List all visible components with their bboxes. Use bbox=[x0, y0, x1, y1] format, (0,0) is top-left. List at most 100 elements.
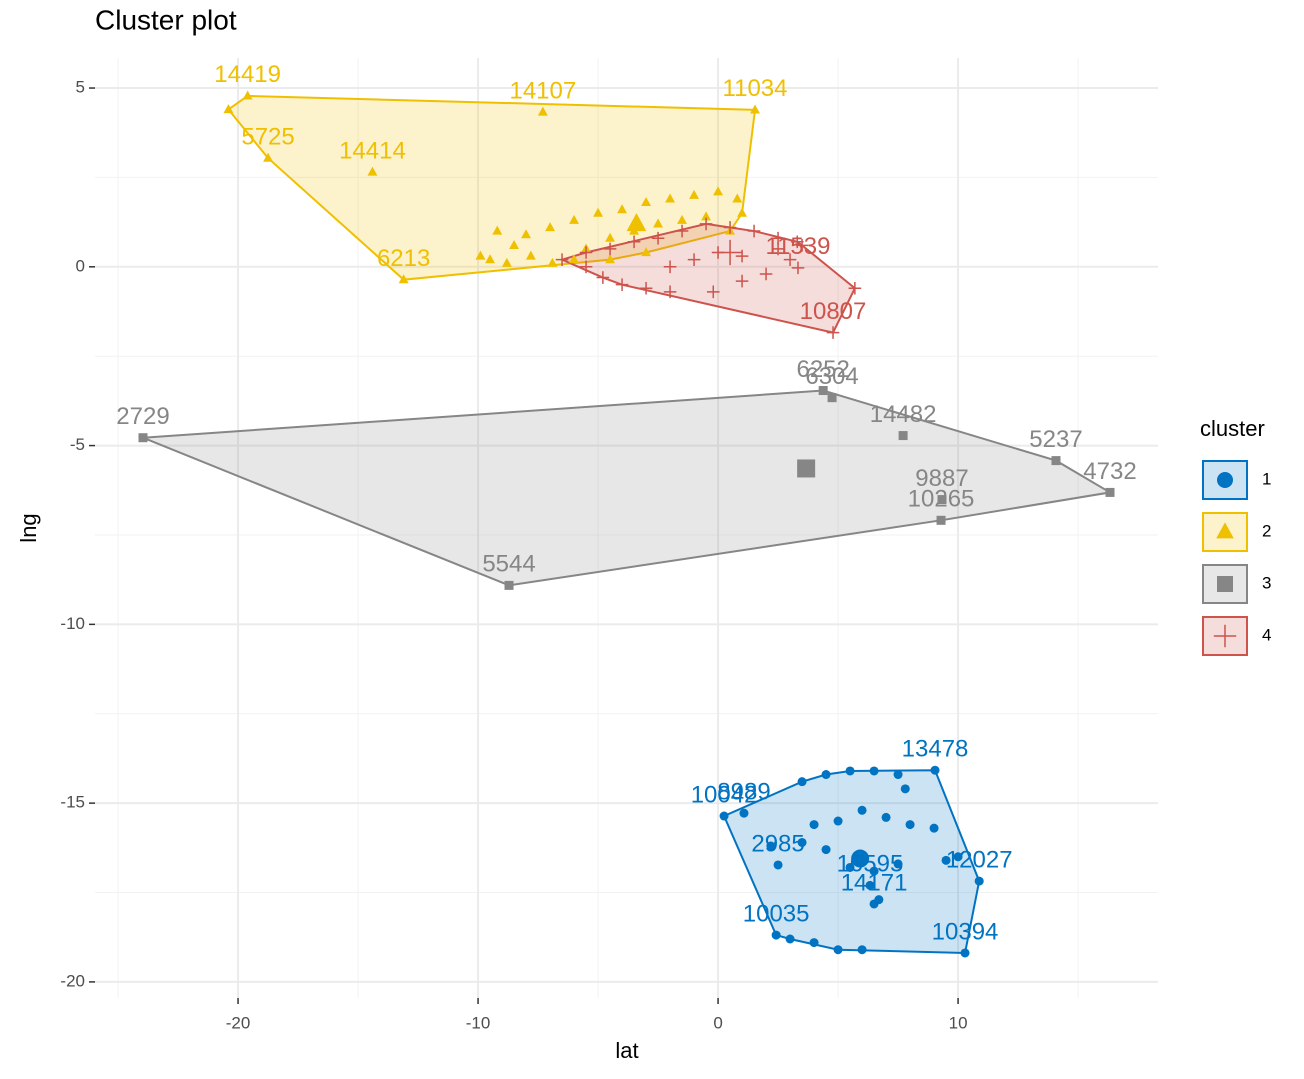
point-label: 14482 bbox=[870, 401, 937, 428]
point bbox=[706, 285, 720, 299]
point-label: 5237 bbox=[1029, 426, 1082, 453]
point bbox=[521, 229, 532, 239]
y-tick-label: 0 bbox=[76, 256, 85, 275]
legend-key bbox=[1202, 512, 1248, 552]
point bbox=[750, 104, 760, 114]
cluster-center bbox=[717, 239, 743, 266]
point bbox=[900, 784, 910, 794]
point-label: 11034 bbox=[723, 75, 788, 102]
y-tick-label: -15 bbox=[60, 793, 85, 812]
point bbox=[845, 862, 855, 872]
point bbox=[641, 197, 652, 207]
point bbox=[869, 866, 879, 876]
y-tick-label: -20 bbox=[60, 971, 85, 990]
point bbox=[509, 239, 520, 249]
point bbox=[485, 254, 496, 264]
point bbox=[937, 495, 947, 505]
point bbox=[898, 431, 908, 441]
point bbox=[936, 515, 946, 525]
point bbox=[797, 777, 807, 787]
point bbox=[893, 770, 903, 780]
point bbox=[826, 326, 840, 339]
y-tick-label: -5 bbox=[70, 435, 85, 454]
legend-key bbox=[1202, 616, 1248, 656]
point bbox=[893, 859, 903, 869]
cluster-hull bbox=[226, 94, 757, 281]
point bbox=[739, 808, 749, 818]
point-label: 5725 bbox=[241, 123, 294, 150]
cluster-center bbox=[851, 849, 870, 868]
point bbox=[1051, 456, 1061, 466]
cluster-points: 14419 14107 11034 5725 14414 6213 bbox=[214, 61, 788, 284]
point bbox=[735, 274, 749, 288]
point bbox=[677, 214, 688, 224]
point bbox=[593, 207, 604, 217]
point bbox=[492, 225, 503, 235]
plot-area: 1347810042898929851202710394141711059510… bbox=[95, 58, 1158, 998]
point bbox=[797, 837, 807, 847]
point bbox=[569, 214, 580, 224]
point bbox=[723, 221, 737, 234]
point-label: 2729 bbox=[116, 403, 169, 430]
cluster-center bbox=[797, 459, 816, 478]
point-label: 2985 bbox=[751, 830, 804, 857]
point bbox=[881, 812, 891, 822]
point-label: 10595 bbox=[837, 851, 904, 878]
y-tick-label: -10 bbox=[60, 614, 85, 633]
x-tick-label: -20 bbox=[226, 1013, 251, 1032]
point bbox=[627, 235, 641, 249]
legend-label: 1 bbox=[1262, 469, 1271, 488]
legend-symbol bbox=[1217, 472, 1233, 488]
point bbox=[687, 253, 701, 266]
point bbox=[501, 257, 512, 267]
x-tick-label: 10 bbox=[949, 1013, 968, 1032]
point-label: 6304 bbox=[805, 363, 858, 390]
point bbox=[699, 217, 713, 231]
point bbox=[475, 250, 486, 260]
point bbox=[367, 166, 378, 176]
y-axis-label: lng bbox=[16, 513, 41, 542]
point bbox=[905, 820, 915, 830]
point bbox=[701, 211, 712, 221]
point bbox=[791, 261, 805, 275]
point bbox=[857, 805, 867, 815]
point bbox=[525, 250, 536, 260]
point bbox=[771, 930, 781, 940]
point bbox=[827, 393, 837, 403]
point-label: 10042 bbox=[691, 781, 758, 808]
point-label: 10035 bbox=[743, 900, 810, 927]
point bbox=[713, 186, 724, 196]
legend-label: 4 bbox=[1262, 625, 1271, 644]
point bbox=[771, 231, 785, 245]
y-tick-label: 5 bbox=[76, 78, 85, 97]
point bbox=[617, 204, 628, 214]
legend-title: cluster bbox=[1200, 416, 1265, 441]
point bbox=[869, 766, 879, 776]
point bbox=[771, 242, 785, 256]
point bbox=[732, 193, 743, 203]
point bbox=[138, 433, 148, 443]
point bbox=[537, 106, 548, 116]
x-axis-label: lat bbox=[615, 1038, 638, 1063]
point bbox=[579, 260, 593, 274]
point-label: 13478 bbox=[902, 736, 969, 763]
point-label: 14107 bbox=[509, 77, 576, 104]
point bbox=[960, 948, 970, 958]
point bbox=[223, 104, 234, 114]
cluster-center bbox=[626, 213, 647, 232]
point bbox=[833, 945, 843, 955]
point bbox=[596, 271, 610, 284]
point bbox=[398, 274, 409, 284]
point bbox=[848, 281, 862, 295]
point-label: 14414 bbox=[339, 137, 406, 164]
point bbox=[579, 246, 593, 259]
chart-title: Cluster plot bbox=[95, 4, 237, 35]
point bbox=[737, 207, 748, 217]
legend-label: 2 bbox=[1262, 521, 1271, 540]
point bbox=[605, 254, 616, 264]
x-tick-label: 0 bbox=[713, 1013, 722, 1032]
point bbox=[1105, 487, 1115, 497]
cluster-points: 1347810042898929851202710394141711059510… bbox=[691, 736, 1013, 958]
